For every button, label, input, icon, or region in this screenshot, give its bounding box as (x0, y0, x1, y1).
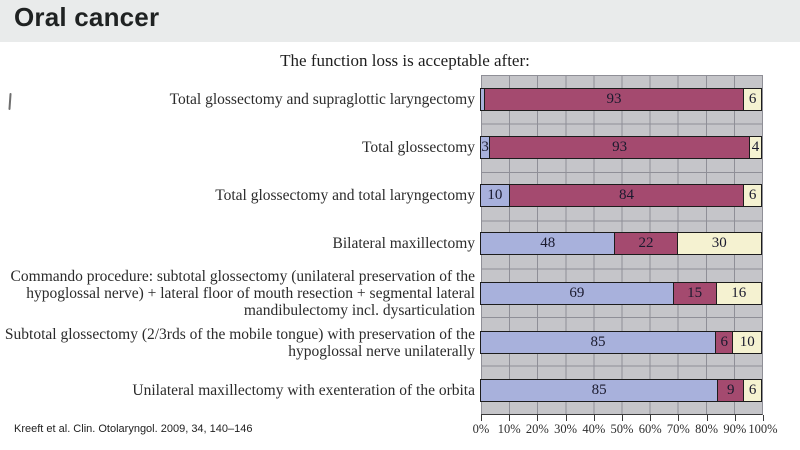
stacked-bar: 85 6 10 (480, 331, 762, 355)
bar-cell: 85 6 10 (480, 331, 762, 355)
category-label: Total glossectomy and total laryngectomy (215, 186, 475, 204)
bar-segment: 93 (489, 136, 749, 158)
bar-cell: 69 15 16 (480, 281, 762, 305)
bar-cell: 3 93 4 (480, 135, 762, 159)
x-axis-tick-label: 100% (748, 422, 778, 436)
bar-row: Total glossectomy 3 93 4 (0, 123, 763, 171)
bar-segment: 16 (715, 282, 761, 304)
x-axis-tick-label: 80% (695, 422, 719, 436)
category-label: Total glossectomy (362, 138, 475, 156)
x-axis-tick (706, 415, 708, 421)
x-axis-tick (593, 415, 595, 421)
bar-segment: 15 (672, 282, 716, 304)
x-axis-tick-label: 20% (525, 422, 549, 436)
bar-row: Bilateral maxillectomy 48 22 30 (0, 220, 763, 268)
bar-segment: 3 (481, 136, 490, 158)
x-axis-tick-label: 60% (638, 422, 662, 436)
bar-row: Commando procedure: subtotal glossectomy… (0, 268, 763, 319)
bar-segment: 22 (614, 233, 677, 255)
bar-row: Total glossectomy and total laryngectomy… (0, 171, 763, 219)
category-label: Bilateral maxillectomy (332, 235, 475, 253)
chart-rows: Total glossectomy and supraglottic laryn… (0, 75, 763, 415)
stacked-bar: 10 84 6 (480, 183, 762, 207)
x-axis-tick (565, 415, 567, 421)
bar-segment: 93 (483, 88, 744, 110)
bar-segment: 6 (743, 88, 762, 110)
bar-segment: 9 (717, 380, 744, 402)
bar-segment: 84 (508, 184, 744, 206)
x-axis-labels: 0% 10% 20% 30% 40% 50% 60% 70% 80% 90% 100% (473, 422, 778, 442)
bar-cell: 93 6 (480, 87, 762, 111)
bar-segment: 4 (748, 136, 762, 158)
x-axis-tick-marks (481, 415, 764, 421)
stacked-bar: 69 15 16 (480, 281, 762, 305)
bar-segment: 6 (714, 332, 733, 354)
bar-segment: 6 (743, 380, 761, 402)
category-label: Total glossectomy and supraglottic laryn… (169, 90, 475, 108)
stacked-bar: 85 9 6 (480, 379, 762, 403)
x-axis-tick (509, 415, 511, 421)
stacked-bar: 48 22 30 (480, 232, 762, 256)
x-axis-tick-label: 30% (554, 422, 578, 436)
x-axis-tick-label: 0% (472, 422, 490, 436)
bar-cell: 85 9 6 (480, 379, 762, 403)
category-label: Subtotal glossectomy (2/3rds of the mobi… (4, 325, 475, 360)
bar-row: Total glossectomy and supraglottic laryn… (0, 75, 763, 123)
x-axis-tick-label: 40% (582, 422, 606, 436)
category-label: Unilateral maxillectomy with exenteratio… (132, 382, 475, 400)
x-axis-tick (537, 415, 539, 421)
bar-segment: 30 (676, 233, 761, 255)
stacked-bar: 3 93 4 (480, 135, 762, 159)
bar-cell: 10 84 6 (480, 183, 762, 207)
x-axis-tick (678, 415, 680, 421)
bar-segment: 10 (732, 332, 761, 354)
bar-segment: 10 (481, 184, 509, 206)
x-axis-tick (622, 415, 623, 421)
bar-segment: 48 (481, 233, 615, 255)
bar-cell: 48 22 30 (480, 232, 762, 256)
x-axis-tick-label: 70% (666, 422, 690, 436)
stacked-bar: 93 6 (480, 87, 762, 111)
bar-segment (481, 88, 484, 110)
bar-row: Unilateral maxillectomy with exenteratio… (0, 367, 763, 415)
slide-header (0, 0, 800, 42)
slide-title: Oral cancer (14, 2, 160, 32)
category-label: Commando procedure: subtotal glossectomy… (10, 267, 475, 319)
x-axis-tick (481, 415, 482, 421)
x-axis-tick-label: 50% (610, 422, 634, 436)
x-axis-tick-label: 90% (723, 422, 747, 436)
citation: Kreeft et al. Clin. Otolaryngol. 2009, 3… (14, 423, 253, 435)
bar-segment: 85 (481, 332, 715, 354)
x-axis-tick (650, 415, 652, 421)
x-axis-tick-label: 10% (497, 422, 521, 436)
bar-row: Subtotal glossectomy (2/3rds of the mobi… (0, 319, 763, 367)
bar-segment: 69 (481, 282, 673, 304)
bar-segment: 85 (481, 380, 718, 402)
bar-segment: 6 (743, 184, 761, 206)
x-axis-tick (763, 415, 764, 421)
chart-title: The function loss is acceptable after: (280, 51, 530, 70)
x-axis-tick (734, 415, 736, 421)
